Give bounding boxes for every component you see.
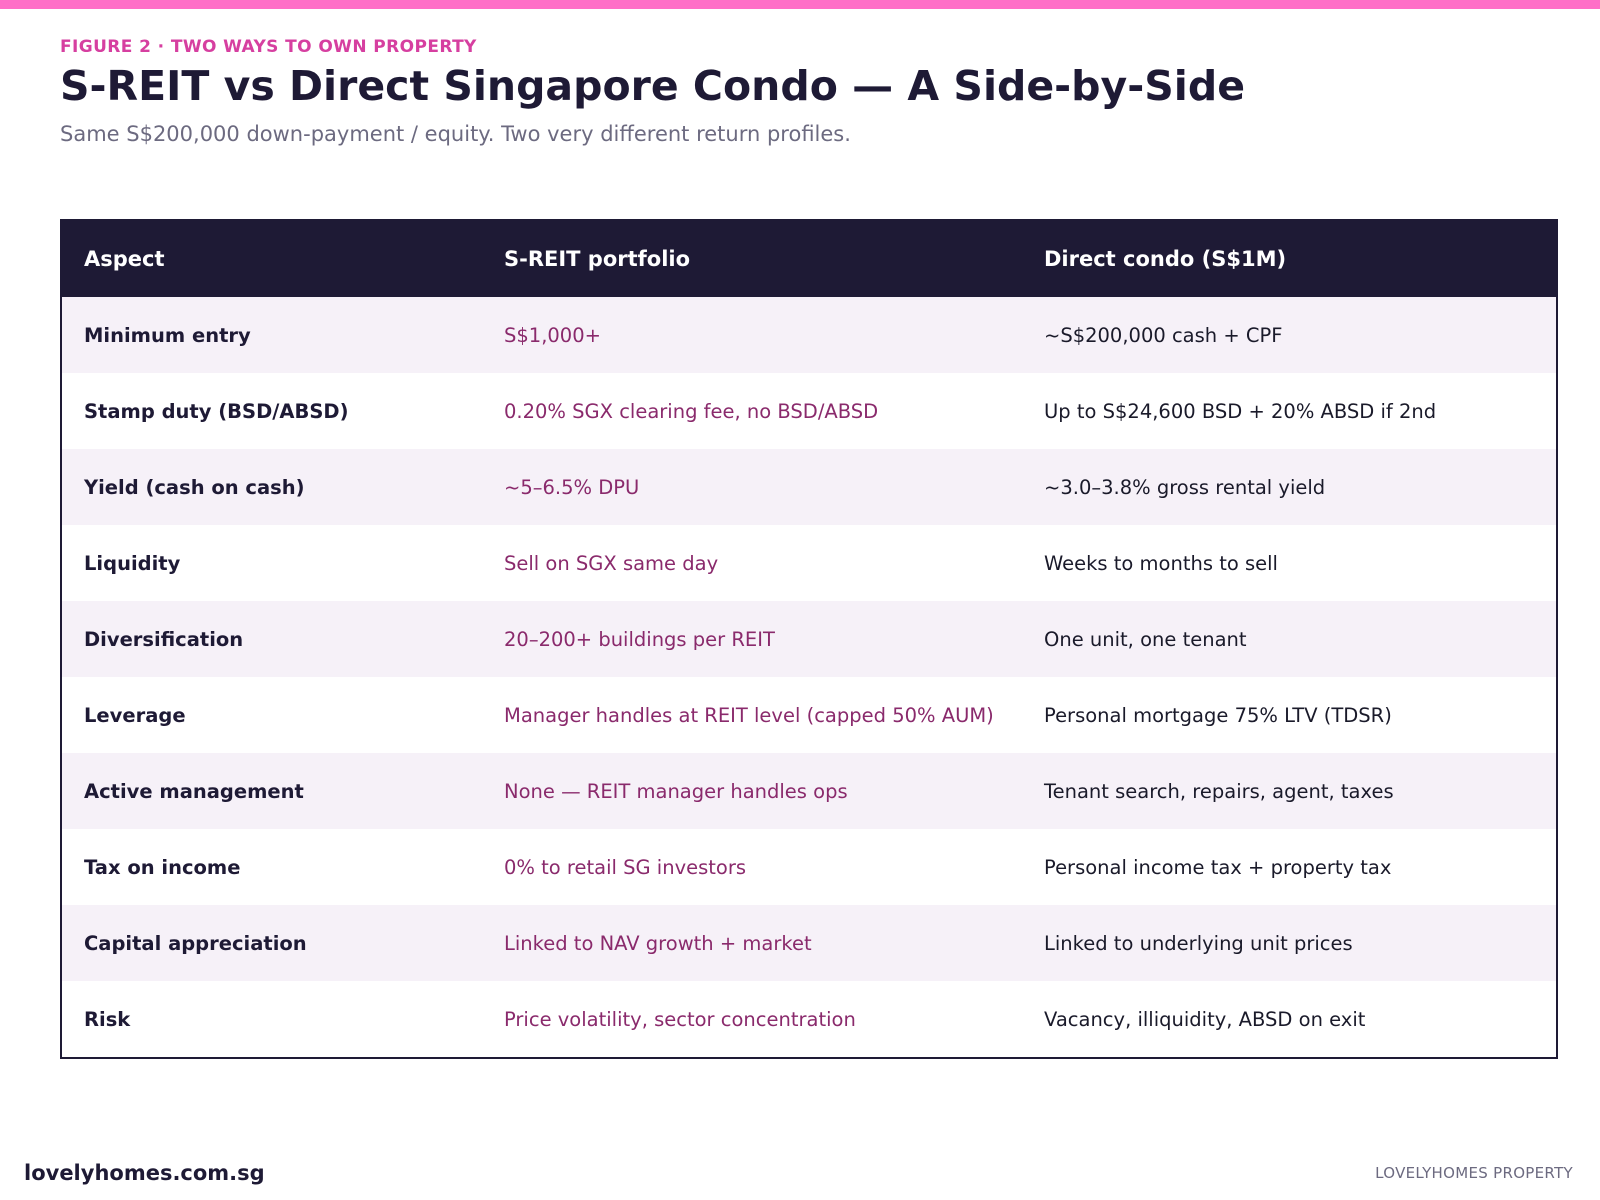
condo-cell: Up to S$24,600 BSD + 20% ABSD if 2nd [1044, 399, 1437, 423]
table-header-row: Aspect S-REIT portfolio Direct condo (S$… [62, 221, 1556, 297]
condo-cell: Tenant search, repairs, agent, taxes [1044, 779, 1394, 803]
aspect-cell: Capital appreciation [84, 931, 307, 955]
table-body: Minimum entry S$1,000+ ~S$200,000 cash + C… [62, 297, 1556, 1057]
condo-cell: One unit, one tenant [1044, 627, 1247, 651]
table-row: Diversification 20–200+ buildings per REI… [62, 601, 1556, 677]
aspect-cell: Liquidity [84, 551, 181, 575]
footer-brand: LOVELYHOMES PROPERTY [1375, 1164, 1573, 1182]
table-row: Tax on income 0% to retail SG investors Pe… [62, 829, 1556, 905]
table-row: Stamp duty (BSD/ABSD) 0.20% SGX clearing … [62, 373, 1556, 449]
sreit-cell: Linked to NAV growth + market [504, 931, 812, 955]
figure-label: FIGURE 2 · TWO WAYS TO OWN PROPERTY [60, 37, 477, 57]
comparison-table-container: Aspect S-REIT portfolio Direct condo (S$… [60, 219, 1558, 1059]
table-row: Yield (cash on cash) ~5–6.5% DPU ~3.0–3.8%… [62, 449, 1556, 525]
table-header: Aspect S-REIT portfolio Direct condo (S$… [62, 221, 1556, 297]
sreit-cell: Price volatility, sector concentration [504, 1007, 856, 1031]
sreit-cell: 20–200+ buildings per REIT [504, 627, 775, 651]
table-row: Minimum entry S$1,000+ ~S$200,000 cash + C… [62, 297, 1556, 373]
aspect-cell: Stamp duty (BSD/ABSD) [84, 399, 349, 423]
condo-cell: Linked to underlying unit prices [1044, 931, 1353, 955]
comparison-table: Aspect S-REIT portfolio Direct condo (S$… [62, 221, 1556, 1057]
aspect-cell: Tax on income [84, 855, 241, 879]
table-row: Risk Price volatility, sector concentrati… [62, 981, 1556, 1057]
condo-cell: ~3.0–3.8% gross rental yield [1044, 475, 1326, 499]
condo-cell: Personal income tax + property tax [1044, 855, 1392, 879]
column-header-sreit: S-REIT portfolio [504, 247, 691, 271]
condo-cell: Vacancy, illiquidity, ABSD on exit [1044, 1007, 1366, 1031]
sreit-cell: Sell on SGX same day [504, 551, 719, 575]
column-header-condo: Direct condo (S$1M) [1044, 247, 1287, 271]
table-row: Capital appreciation Linked to NAV growth… [62, 905, 1556, 981]
table-row: Active management None — REIT manager han… [62, 753, 1556, 829]
sreit-cell: 0.20% SGX clearing fee, no BSD/ABSD [504, 399, 879, 423]
sreit-cell: 0% to retail SG investors [504, 855, 747, 879]
table-row: Liquidity Sell on SGX same day Weeks to mo… [62, 525, 1556, 601]
condo-cell: ~S$200,000 cash + CPF [1044, 323, 1283, 347]
sreit-cell: S$1,000+ [504, 323, 601, 347]
table-row: Leverage Manager handles at REIT level (c… [62, 677, 1556, 753]
condo-cell: Weeks to months to sell [1044, 551, 1278, 575]
aspect-cell: Leverage [84, 703, 186, 727]
sreit-cell: Manager handles at REIT level (capped 50… [504, 703, 994, 727]
top-accent-bar [0, 0, 1600, 9]
column-header-aspect: Aspect [84, 247, 165, 271]
aspect-cell: Minimum entry [84, 323, 251, 347]
page-title: S-REIT vs Direct Singapore Condo — A Sid… [60, 62, 1246, 110]
page-subtitle: Same S$200,000 down-payment / equity. Tw… [60, 122, 851, 146]
aspect-cell: Diversification [84, 627, 244, 651]
sreit-cell: None — REIT manager handles ops [504, 779, 848, 803]
aspect-cell: Risk [84, 1007, 131, 1031]
aspect-cell: Yield (cash on cash) [84, 475, 305, 499]
condo-cell: Personal mortgage 75% LTV (TDSR) [1044, 703, 1392, 727]
footer-site-link[interactable]: lovelyhomes.com.sg [24, 1161, 265, 1185]
aspect-cell: Active management [84, 779, 304, 803]
sreit-cell: ~5–6.5% DPU [504, 475, 640, 499]
